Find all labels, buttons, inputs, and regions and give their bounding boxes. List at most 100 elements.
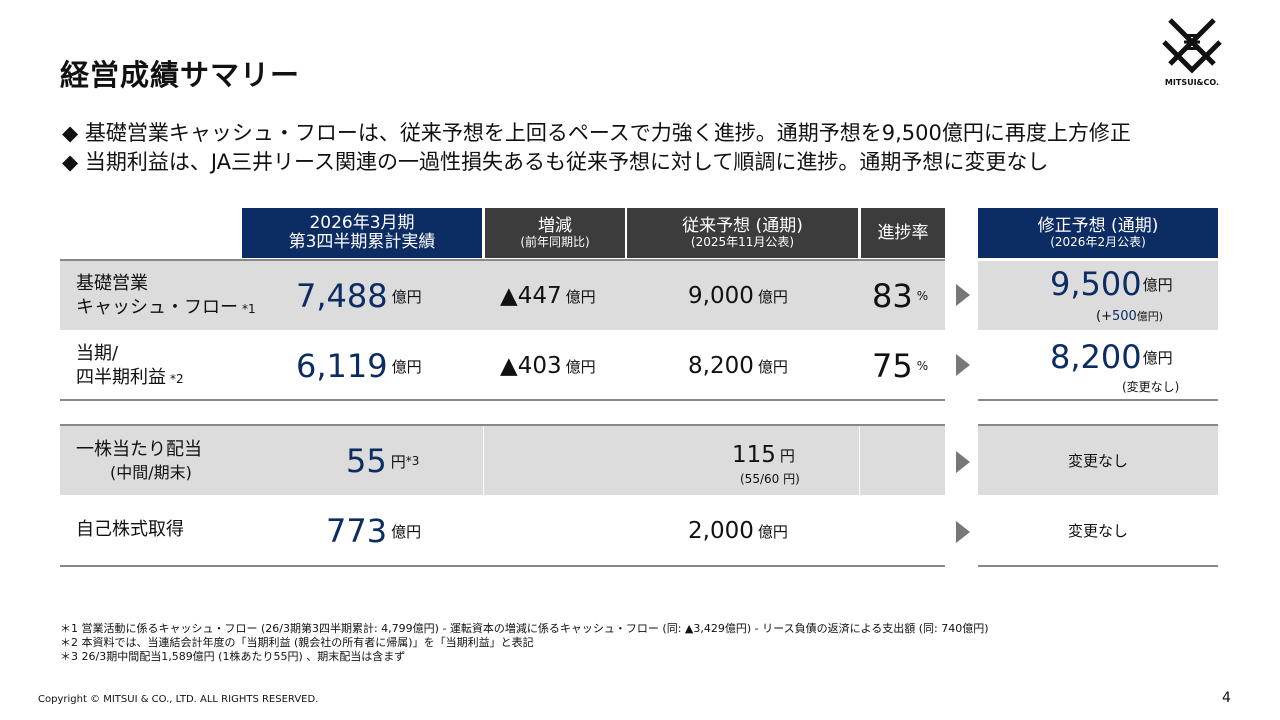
- header-progress: 進捗率: [861, 208, 945, 258]
- label-line2: 四半期利益: [76, 367, 166, 388]
- value: ▲403: [500, 353, 562, 379]
- value: 773: [326, 512, 388, 550]
- label-line1: 当期/: [76, 342, 119, 364]
- progress-profit: 75%: [872, 336, 928, 396]
- footnote-ref: *1: [242, 302, 256, 316]
- unit: 億円: [391, 522, 422, 541]
- header-actual: 2026年3月期 第3四半期累計実績: [242, 208, 482, 258]
- divider: [60, 259, 945, 261]
- revised-buyback: 変更なし: [1067, 522, 1128, 540]
- row-label-cashflow: 基礎営業 キャッシュ・フロー *1: [76, 266, 256, 326]
- revised-dividend: 変更なし: [1067, 452, 1128, 470]
- value: 8,200: [1050, 338, 1142, 376]
- header-change: 増減 (前年同期比): [485, 208, 625, 258]
- divider: [60, 399, 945, 401]
- bullet-1: ◆ 基礎営業キャッシュ・フローは、従来予想を上回るペースで力強く進捗。通期予想を…: [62, 121, 1131, 145]
- label-line2: (中間/期末): [110, 463, 192, 483]
- bullet-2: ◆ 当期利益は、JA三井リース関連の一過性損失あるも従来予想に対して順調に進捗。…: [62, 150, 1049, 174]
- label-line2: キャッシュ・フロー: [76, 297, 238, 318]
- value: ▲447: [500, 283, 562, 309]
- value: 6,119: [296, 347, 388, 385]
- unit: 億円: [757, 357, 788, 376]
- row-label-buyback: 自己株式取得: [76, 518, 184, 540]
- divider: [978, 424, 1218, 426]
- logo-text: MITSUI&CO.: [1164, 78, 1220, 87]
- arrow-right-icon: [956, 354, 970, 376]
- row-label-dividend: 一株当たり配当 (中間/期末): [76, 432, 202, 490]
- actual-profit: 6,119 億円: [296, 336, 422, 396]
- delta-value: 500: [1111, 308, 1137, 324]
- change-profit: ▲403 億円: [500, 336, 596, 396]
- mitsui-logo: MITSUI&CO.: [1160, 16, 1224, 90]
- value: 9,000: [688, 283, 754, 309]
- revised-cashflow-delta: (+ 500 億円): [1096, 306, 1163, 326]
- arrow-right-icon: [956, 284, 970, 306]
- unit: 億円: [757, 522, 788, 541]
- value: 2,000: [688, 518, 754, 544]
- header-forecast: 従来予想 (通期) (2025年11月公表): [627, 208, 858, 258]
- actual-dividend: 55 円 *3: [346, 431, 419, 491]
- row-bg: [60, 426, 945, 495]
- forecast-cashflow: 9,000 億円: [688, 266, 788, 326]
- header-forecast-sub: (2025年11月公表): [690, 234, 795, 249]
- col-sep: [483, 426, 484, 495]
- label-line1: 基礎営業: [76, 272, 148, 294]
- unit: 億円: [391, 287, 422, 306]
- footnote-ref: *3: [405, 454, 420, 468]
- page-title: 経営成績サマリー: [60, 58, 301, 92]
- forecast-dividend-breakdown: (55/60 円): [740, 471, 800, 486]
- divider: [60, 424, 945, 426]
- header-actual-line2: 第3四半期累計実績: [288, 232, 436, 252]
- unit: 円: [779, 446, 795, 465]
- unit: 億円: [565, 357, 596, 376]
- col-sep: [859, 426, 860, 495]
- value: 55: [346, 442, 387, 480]
- footnote-1: ＊1 営業活動に係るキャッシュ・フロー (26/3期第3四半期累計: 4,799…: [60, 622, 989, 635]
- value: 9,500: [1050, 265, 1142, 303]
- progress-cashflow: 83%: [872, 266, 928, 326]
- unit: 億円: [565, 287, 596, 306]
- delta-unit: 億円): [1136, 310, 1164, 323]
- header-revised: 修正予想 (通期) (2026年2月公表): [978, 208, 1218, 258]
- paren: (+: [1096, 308, 1112, 324]
- row-bg: [978, 426, 1218, 495]
- value: 7,488: [296, 277, 388, 315]
- footnote-3: ＊3 26/3期中間配当1,589億円 (1株あたり55円) 、期末配当は含まず: [60, 650, 406, 663]
- value: 83: [872, 277, 913, 315]
- footnote-ref: *2: [170, 372, 184, 386]
- unit: 億円: [1142, 275, 1173, 294]
- divider: [978, 565, 1218, 567]
- revised-profit-sub: (変更なし): [1122, 379, 1180, 394]
- header-progress-main: 進捗率: [877, 222, 929, 243]
- revised-profit: 8,200 億円: [1050, 337, 1173, 377]
- unit: 億円: [757, 287, 788, 306]
- unit: 億円: [1142, 348, 1173, 367]
- arrow-right-icon: [956, 451, 970, 473]
- change-cashflow: ▲447 億円: [500, 266, 596, 326]
- value: 115: [732, 442, 776, 468]
- arrow-right-icon: [956, 521, 970, 543]
- actual-buyback: 773 億円: [326, 501, 421, 561]
- forecast-buyback: 2,000 億円: [688, 501, 788, 561]
- unit: 億円: [391, 357, 422, 376]
- row-bg: [978, 261, 1218, 330]
- divider: [978, 399, 1218, 401]
- header-actual-line1: 2026年3月期: [309, 213, 415, 234]
- page-number: 4: [1222, 690, 1231, 706]
- row-bg: [60, 261, 945, 330]
- unit: %: [916, 359, 929, 373]
- revised-cashflow: 9,500 億円: [1050, 264, 1173, 304]
- header-change-main: 増減: [538, 216, 572, 237]
- unit: %: [916, 289, 929, 303]
- divider: [60, 565, 945, 567]
- forecast-profit: 8,200 億円: [688, 336, 788, 396]
- unit: 円: [390, 452, 406, 471]
- header-revised-main: 修正予想 (通期): [1037, 216, 1159, 237]
- forecast-dividend: 115 円: [732, 440, 795, 470]
- row-label-profit: 当期/ 四半期利益 *2: [76, 336, 184, 396]
- header-change-sub: (前年同期比): [520, 234, 590, 249]
- value: 75: [872, 347, 913, 385]
- value: 8,200: [688, 353, 754, 379]
- actual-cashflow: 7,488 億円: [296, 266, 422, 326]
- label-line1: 一株当たり配当: [76, 439, 202, 461]
